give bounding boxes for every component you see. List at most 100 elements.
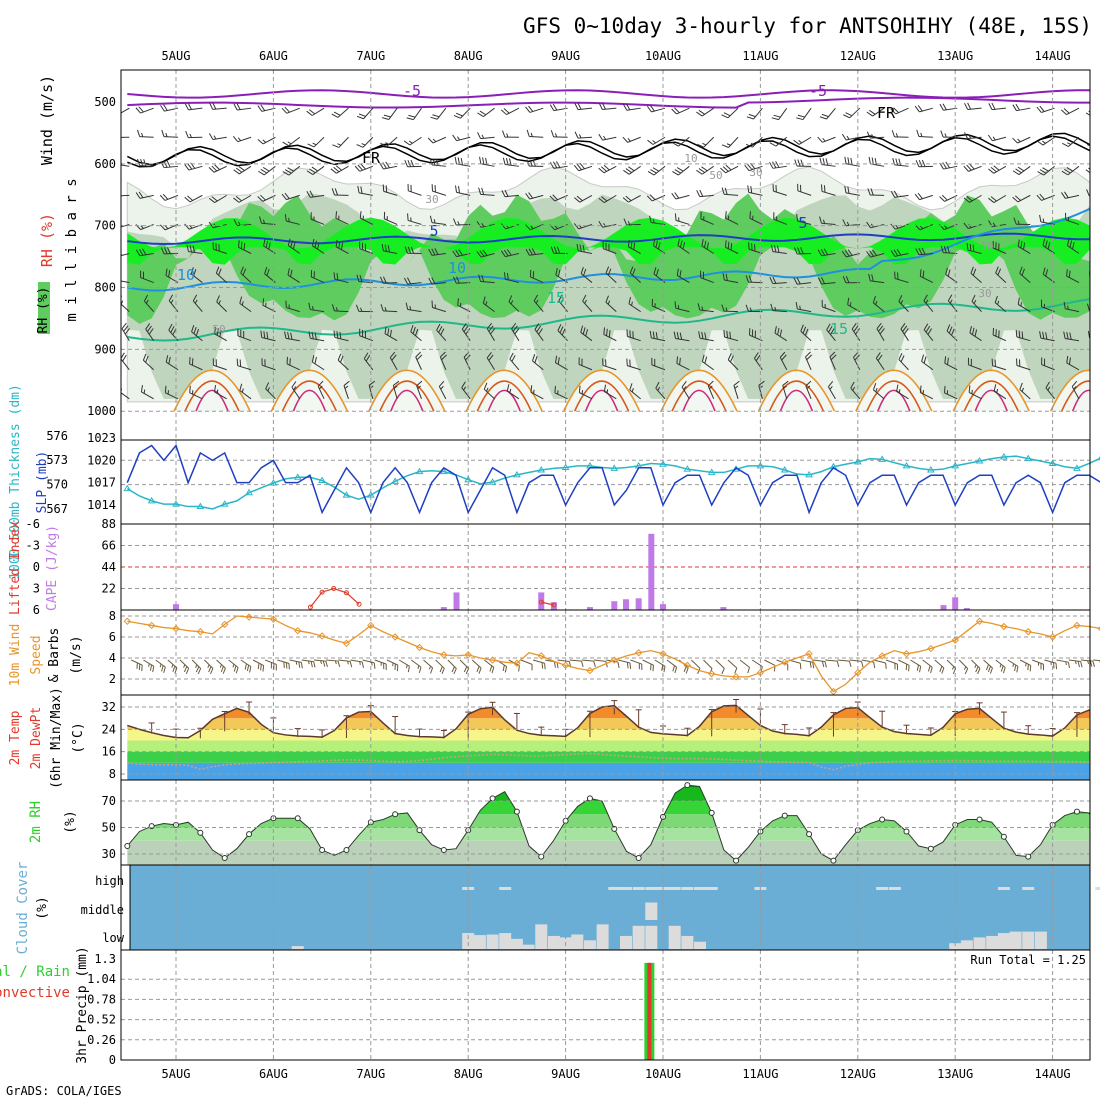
wind-barb-flag [940,666,942,672]
wind-barb-staff [533,660,545,663]
wind-barb-staff [582,660,594,661]
top-date-label: 12AUG [840,49,876,63]
wind-barb-staff [1091,219,1100,225]
temp-band [121,741,1090,752]
contour-label: FR [362,149,381,167]
wind-barb-flag [326,661,328,667]
precip-frame [121,950,1090,1060]
wind-barb-staff [1069,660,1081,661]
wind-barb-flag [825,662,826,668]
rh-marker [807,832,812,837]
wind-barb-flag [1028,664,1029,670]
contour-label: FR [877,104,896,122]
wind-barb-flag [258,663,259,669]
cape-bar [941,605,947,610]
wind-barb-staff [399,660,409,666]
wind-barb-flag [545,663,546,669]
wind-barb-staff [314,660,326,661]
bottom-date-label: 8AUG [454,1067,483,1081]
wind-barb-flag [386,185,387,192]
wind-barb-flag [239,240,240,247]
y-tick-label: 50 [102,821,116,835]
wind-barb-flag [1092,354,1094,361]
wind-barb-staff [825,660,837,661]
rh-marker [125,844,130,849]
rh-marker [441,848,446,853]
wind-barb-flag [920,269,921,276]
contour-label: 30 [425,193,438,206]
y-tick-label: 0 [109,1053,116,1067]
wind-barb-flag [727,331,728,338]
ylabel-wind: Wind (m/s) [38,75,56,165]
rh-band [121,788,1090,801]
ylabel-10m-wind: 10m Wind [8,624,23,687]
wind-barb-staff [594,660,606,661]
wind-barb-flag [323,661,325,667]
wind-barb-flag [931,667,933,673]
wind-barb-flag [664,666,665,672]
wind-barb-staff [302,660,314,662]
wind-barb-flag [748,667,750,673]
wind-barb-flag [442,668,444,674]
wind-barb-flag [1056,663,1057,669]
wind-barb-flag [554,662,555,668]
ylabel-precip: 3hr Precip (mm) [75,946,90,1063]
rh-marker [831,858,836,863]
wind-barb-flag [490,666,492,672]
wind-barb-staff [1057,660,1069,662]
wind-barb-flag [112,251,116,257]
wind-barb-staff [923,660,933,667]
wind-barb-flag [236,667,238,673]
y-tick-label: high [95,874,124,888]
y-tick-label: 1023 [87,431,116,445]
ylabel-slp: SLP (mb) [35,451,50,514]
wind-barb-flag [1003,667,1005,673]
wind-barb-staff [728,660,737,668]
rh-marker [928,846,933,851]
wind-barb-flag [117,274,118,281]
top-date-label: 5AUG [162,49,191,63]
cloud-low-bar [487,935,499,950]
wind-barb-staff [387,660,398,665]
bottom-date-label: 10AUG [645,1067,681,1081]
y-tick-label: 6 [33,603,40,617]
lifted-index-line [310,589,359,608]
rh-marker [1074,809,1079,814]
wind-barb-flag [965,668,967,673]
wind-barb-flag [208,665,209,668]
wind-barb-flag [673,666,675,672]
y-tick-label: 600 [94,157,116,171]
y-tick-label: 1014 [87,498,116,512]
rh-marker [490,796,495,801]
contour-label: 10 [684,152,697,165]
wind-barb-flag [247,665,248,671]
thickness-marker [124,486,130,491]
top-date-label: 10AUG [645,49,681,63]
ylabel-temp-unit: (°C) [71,722,86,753]
wind-barb-staff [740,660,749,667]
wind-barb-flag [1068,662,1069,668]
wind-barb-staff [1090,338,1100,341]
wind-barb-flag [850,302,851,306]
wind-barb-flag [419,667,421,673]
footer-credit: GrADS: COLA/IGES [6,1084,122,1098]
wind-barb-staff [667,660,677,667]
wind-barb-flag [1090,661,1092,667]
wind-barb-flag [362,662,363,668]
wind-barb-staff [375,660,386,664]
cloud-low-bar [974,937,986,949]
y-tick-label: 8 [109,767,116,781]
wind-barb-flag [630,663,631,669]
wind-barb-flag [360,662,361,665]
cloud-low-bar [511,939,523,949]
wind-barb-flag [464,667,466,672]
contour-label: 15 [830,320,848,338]
cape-bar [454,592,460,610]
wind-barb-flag [725,240,726,247]
wind-barb-flag [164,667,166,673]
wind-barb-staff [618,660,630,663]
cloud-low-bar [986,936,998,949]
wind-barb-staff [959,660,967,668]
